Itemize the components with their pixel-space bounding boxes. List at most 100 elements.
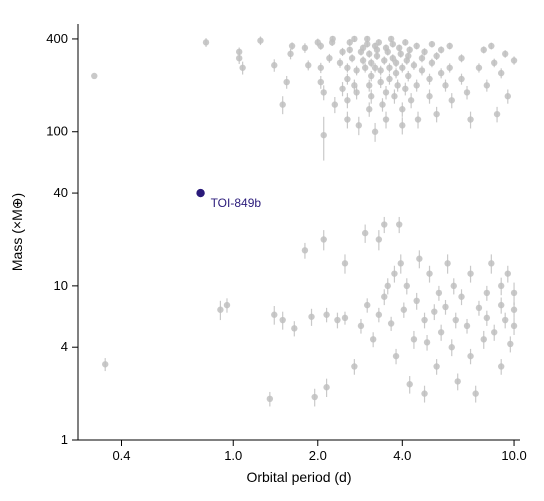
data-point (449, 344, 455, 350)
data-point (376, 312, 382, 318)
data-point (498, 283, 504, 289)
data-point (467, 270, 473, 276)
data-point (318, 65, 324, 71)
data-point (239, 65, 245, 71)
data-point (279, 317, 285, 323)
data-point (334, 317, 340, 323)
data-point (347, 47, 353, 53)
data-point (224, 302, 230, 308)
data-point (351, 36, 357, 42)
data-point (326, 55, 332, 61)
data-point (404, 283, 410, 289)
data-point (511, 290, 517, 296)
data-point (498, 302, 504, 308)
data-point (366, 82, 372, 88)
data-point (498, 363, 504, 369)
data-point (464, 323, 470, 329)
data-point (438, 70, 444, 76)
data-point (502, 51, 508, 57)
data-point (429, 41, 435, 47)
data-point (398, 51, 404, 57)
data-point (491, 329, 497, 335)
data-point (511, 323, 517, 329)
data-point (449, 97, 455, 103)
data-point (419, 55, 425, 61)
y-axis-title: Mass (×M⊕) (9, 193, 25, 271)
data-point (494, 111, 500, 117)
data-point (398, 260, 404, 266)
data-point (377, 67, 383, 73)
data-point (318, 79, 324, 85)
data-point (458, 76, 464, 82)
data-point (481, 336, 487, 342)
data-point (421, 317, 427, 323)
y-tick-label: 10 (54, 278, 68, 293)
data-point (442, 304, 448, 310)
data-point (393, 353, 399, 359)
data-point (402, 86, 408, 92)
data-point (377, 79, 383, 85)
data-point (364, 41, 370, 47)
data-point (413, 43, 419, 49)
data-point (381, 294, 387, 300)
data-point (426, 76, 432, 82)
data-point (484, 290, 490, 296)
data-point (302, 45, 308, 51)
data-point (344, 65, 350, 71)
x-tick-label: 4.0 (393, 448, 411, 463)
x-axis-title: Orbital period (d) (246, 469, 351, 485)
y-tick-label: 100 (46, 124, 68, 139)
data-point (406, 47, 412, 53)
data-point (447, 43, 453, 49)
y-tick-label: 400 (46, 31, 68, 46)
data-point (467, 116, 473, 122)
data-point (472, 390, 478, 396)
data-point (368, 73, 374, 79)
data-point (321, 236, 327, 242)
data-point (311, 394, 317, 400)
data-point (426, 93, 432, 99)
x-tick-label: 10.0 (501, 448, 526, 463)
data-point (433, 53, 439, 59)
data-point (396, 221, 402, 227)
data-point (344, 76, 350, 82)
data-point (376, 236, 382, 242)
data-point (356, 122, 362, 128)
data-point (271, 62, 277, 68)
data-point (458, 55, 464, 61)
data-point (344, 97, 350, 103)
data-point (488, 260, 494, 266)
data-point (426, 270, 432, 276)
data-point (383, 89, 389, 95)
data-point (385, 49, 391, 55)
data-point (381, 221, 387, 227)
data-point (442, 82, 448, 88)
data-point (405, 53, 411, 59)
data-point (339, 86, 345, 92)
data-point (366, 51, 372, 57)
data-point (321, 89, 327, 95)
data-point (302, 247, 308, 253)
data-point (349, 55, 355, 61)
data-point (318, 43, 324, 49)
data-point (305, 62, 311, 68)
data-point (421, 390, 427, 396)
data-point (91, 73, 97, 79)
data-point (436, 290, 442, 296)
data-point (438, 47, 444, 53)
data-point (507, 341, 513, 347)
data-point (353, 89, 359, 95)
data-point (385, 283, 391, 289)
data-point (476, 305, 482, 311)
data-point (413, 298, 419, 304)
data-point (323, 384, 329, 390)
data-point (399, 65, 405, 71)
y-tick-label: 1 (61, 432, 68, 447)
data-point (368, 93, 374, 99)
data-point (332, 101, 338, 107)
data-point (419, 67, 425, 73)
data-point (308, 314, 314, 320)
data-point (366, 106, 372, 112)
data-point (386, 65, 392, 71)
data-point (321, 132, 327, 138)
